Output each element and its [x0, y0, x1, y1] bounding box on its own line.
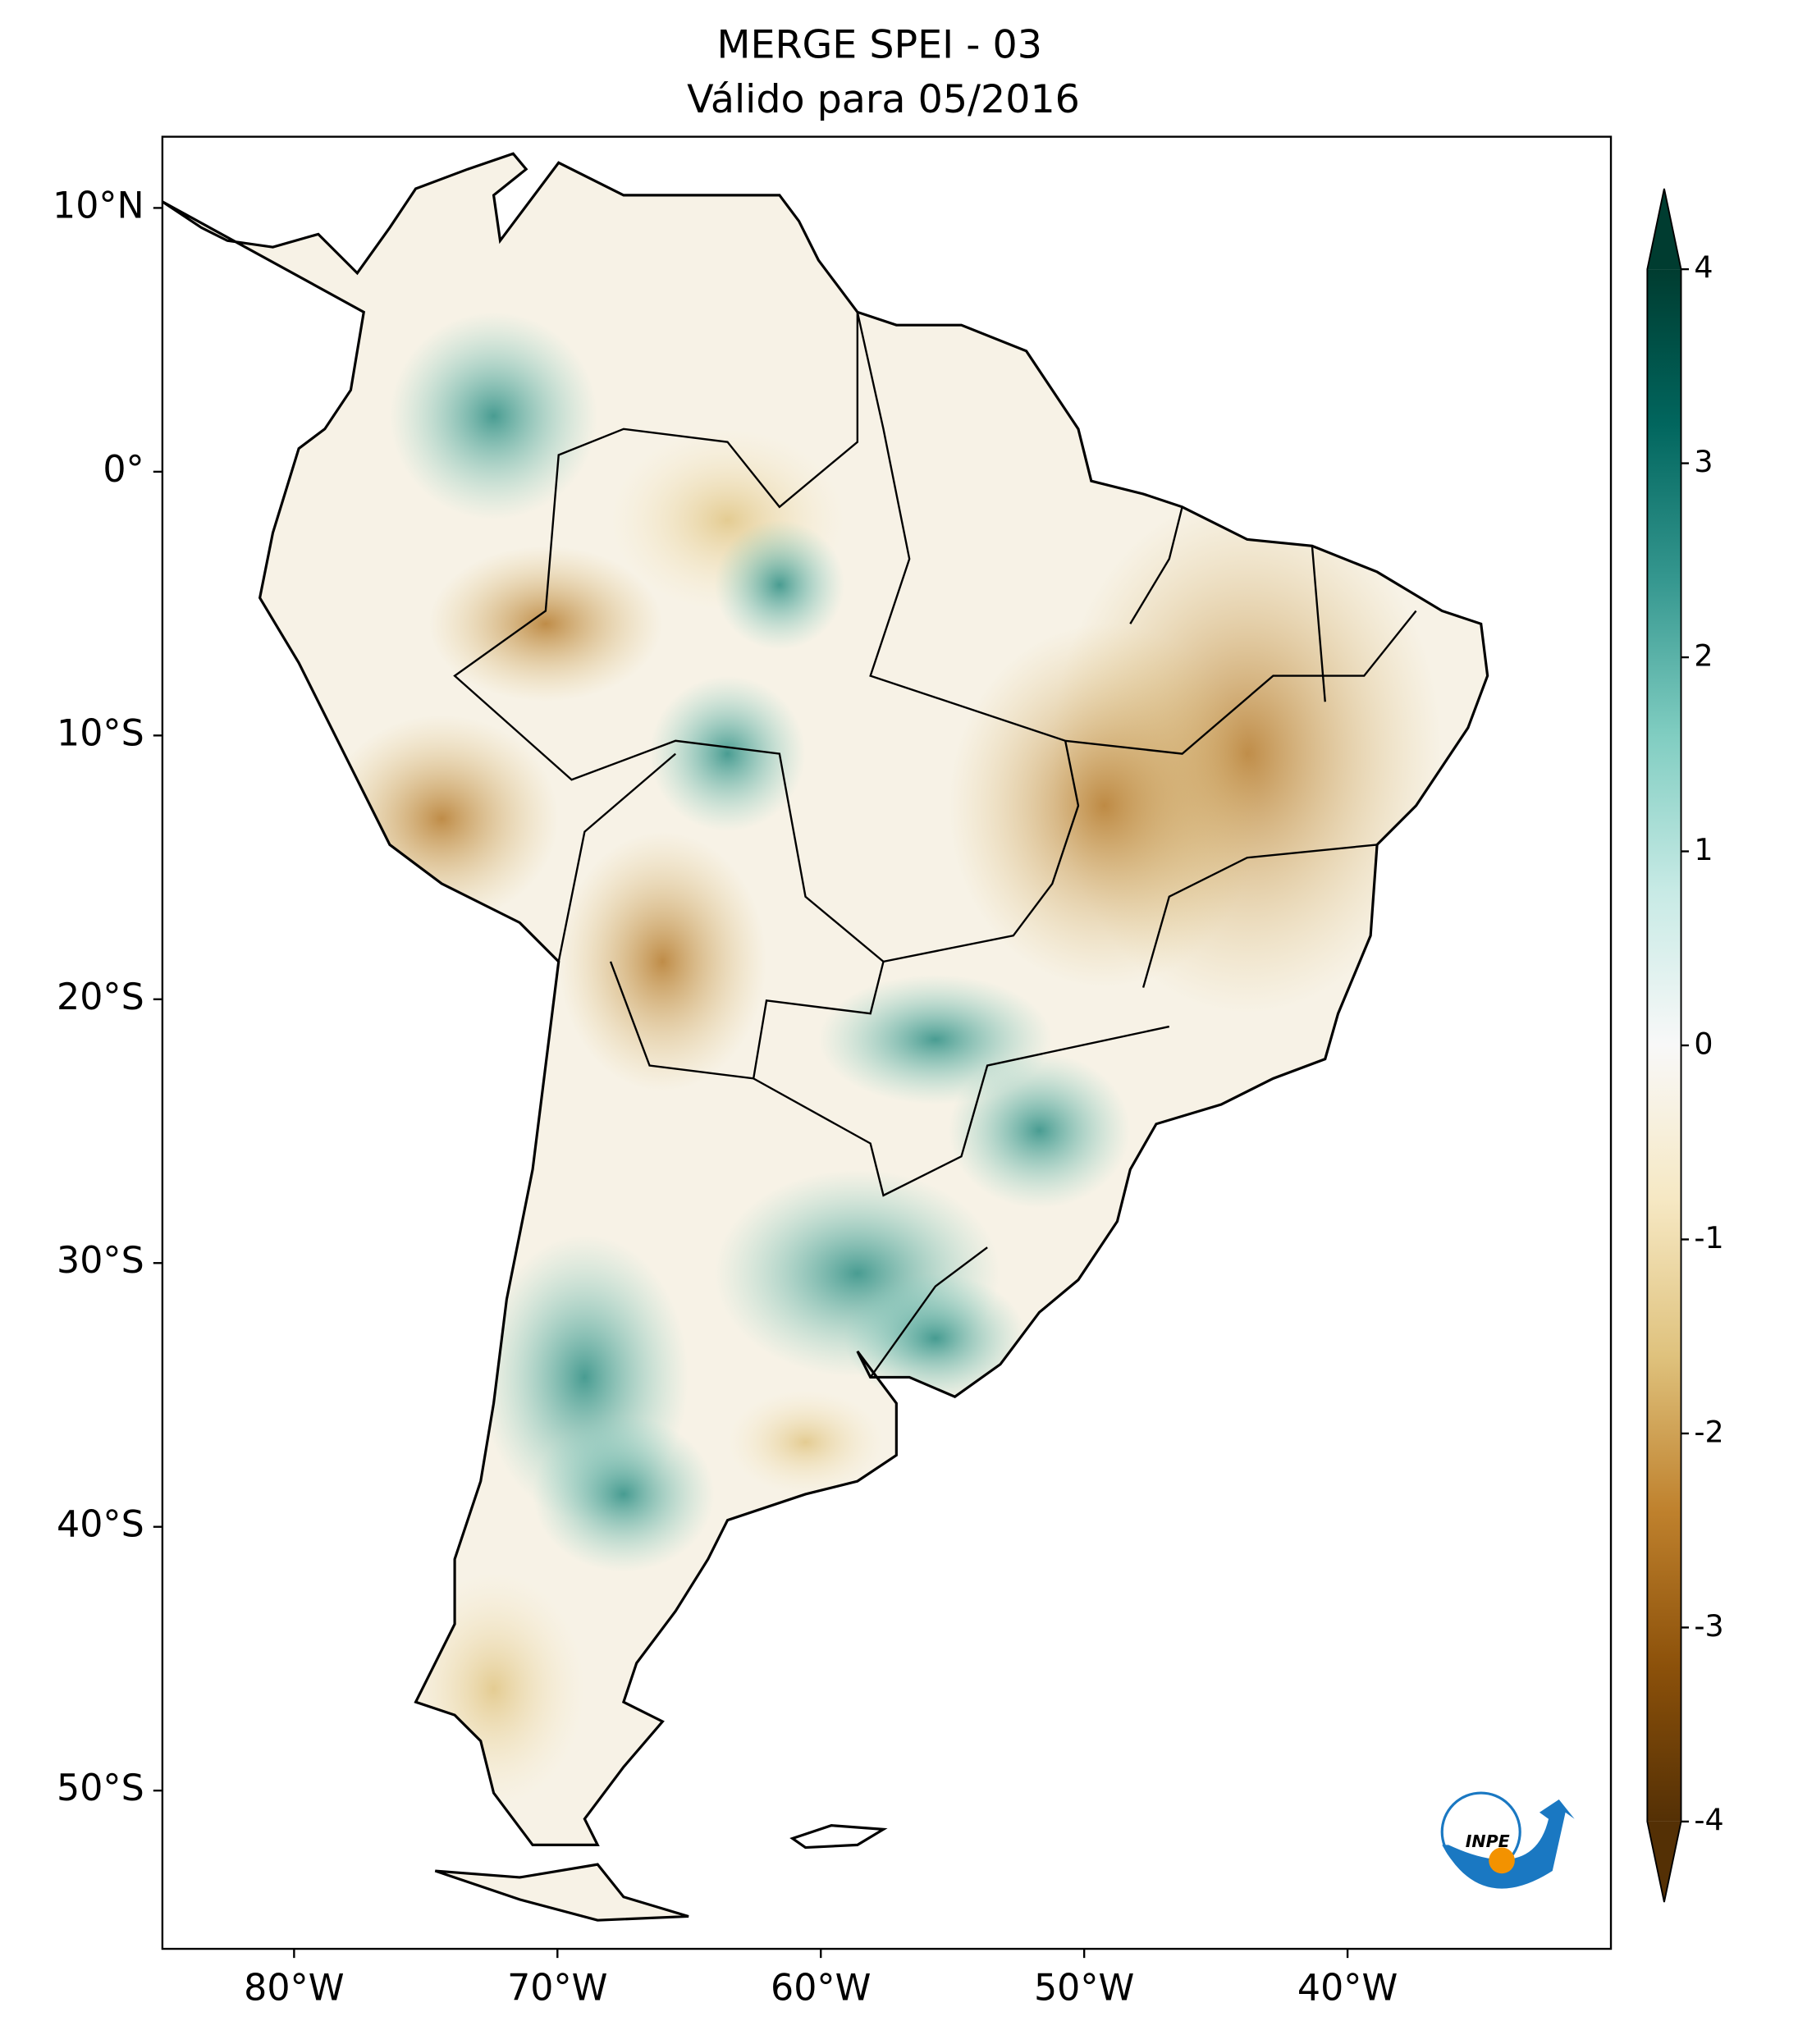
y-tick-label: 10°N — [53, 185, 144, 226]
x-tick-label: 50°W — [1034, 1968, 1134, 2010]
colorbar — [1647, 269, 1681, 1822]
colorbar-tick-label: 2 — [1694, 638, 1713, 674]
falklands — [789, 1824, 888, 1850]
colorbar-tick-label: 1 — [1694, 832, 1713, 867]
logo: INPE — [1440, 1791, 1575, 1889]
y-tick-label: 20°S — [57, 976, 144, 1018]
colorbar-tick-label: -1 — [1694, 1220, 1723, 1255]
x-tick-label: 70°W — [507, 1968, 607, 2010]
colorbar-tick-label: -3 — [1694, 1608, 1723, 1644]
colorbar-tick-label: -2 — [1694, 1414, 1723, 1449]
map-frame — [161, 135, 1613, 1950]
y-tick-label: 40°S — [57, 1504, 144, 1546]
logo-text: INPE — [1466, 1831, 1510, 1851]
x-tick-label: 40°W — [1297, 1968, 1398, 2010]
title: MERGE SPEI - 03 — [717, 22, 1042, 67]
colorbar-extend-bottom — [1647, 1821, 1681, 1903]
x-tick-label: 80°W — [244, 1968, 344, 2010]
colorbar-tick-label: 3 — [1694, 444, 1713, 479]
colorbar-tick-label: 4 — [1694, 250, 1713, 286]
spei-field — [162, 153, 1488, 1921]
colorbar-tick-label: -4 — [1694, 1802, 1723, 1837]
subtitle: Válido para 05/2016 — [687, 77, 1080, 122]
x-tick-label: 60°W — [771, 1968, 871, 2010]
borders — [453, 312, 1417, 1379]
colorbar-extend-top — [1647, 188, 1681, 270]
y-tick-label: 50°S — [57, 1767, 144, 1809]
y-tick-label: 0° — [103, 449, 144, 491]
colorbar-tick-label: 0 — [1694, 1026, 1713, 1061]
y-tick-label: 10°S — [57, 712, 144, 754]
y-tick-label: 30°S — [57, 1240, 144, 1282]
